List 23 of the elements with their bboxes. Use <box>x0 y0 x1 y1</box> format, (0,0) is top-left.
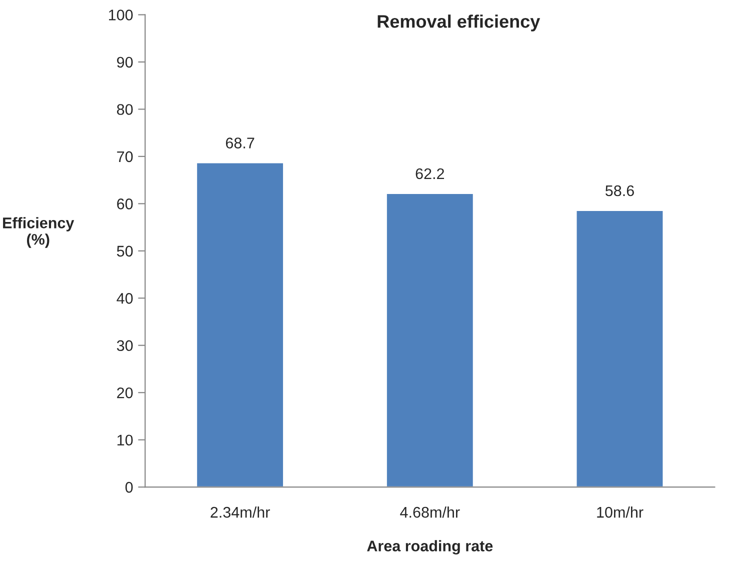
y-tick-label: 80 <box>117 104 133 115</box>
y-tick-label: 10 <box>118 434 133 446</box>
y-tick-label: 0 <box>125 482 133 493</box>
data-label: 68.7 <box>226 138 254 148</box>
chart-title: Removal efficiency <box>378 14 540 32</box>
data-label: 58.6 <box>605 185 634 196</box>
data-label: 62.2 <box>416 168 444 180</box>
y-axis-title: Efficiency (%) <box>3 217 74 248</box>
bar <box>196 162 284 488</box>
y-tick-label: 50 <box>116 246 133 257</box>
y-tick-label: 40 <box>116 292 133 304</box>
bar <box>386 192 474 488</box>
x-tick-label: 4.68m/hr <box>400 506 460 518</box>
bar <box>575 210 664 488</box>
y-tick-label: 60 <box>117 198 133 210</box>
y-tick-label: 20 <box>117 387 133 398</box>
y-tick-label: 100 <box>109 10 133 20</box>
x-axis-title: Area roading rate <box>367 540 493 554</box>
x-tick-label: 2.34m/hr <box>210 506 270 518</box>
y-tick-label: 90 <box>117 56 133 68</box>
y-tick-label: 70 <box>117 151 133 162</box>
y-tick-label: 30 <box>116 340 133 352</box>
x-tick-label: 10m/hr <box>597 506 644 518</box>
